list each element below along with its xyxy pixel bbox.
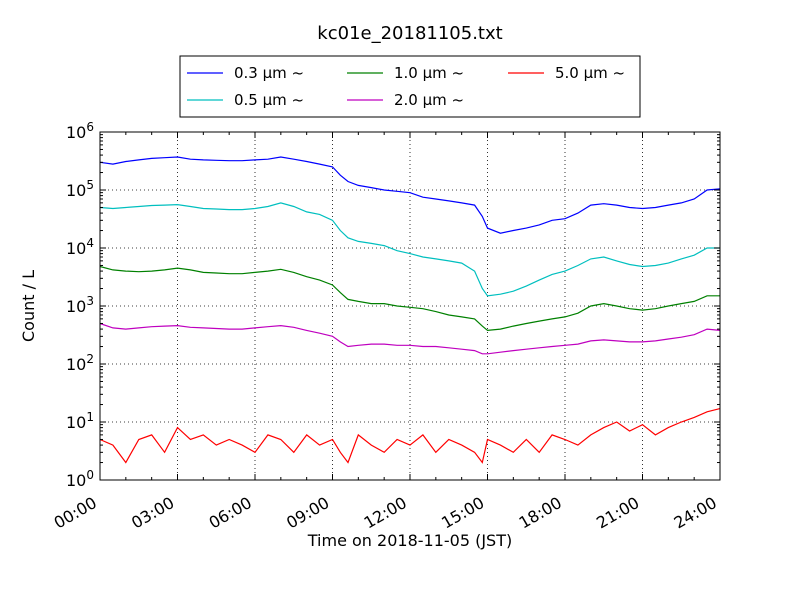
y-tick-label: 105 [66,178,94,200]
series-line-3 [99,322,721,355]
y-tick-label: 103 [66,294,94,316]
y-tick-label: 102 [66,352,94,374]
y-tick-label: 106 [66,120,94,142]
legend-label-1: 0.5 μm ~ [234,91,304,109]
y-axis-label: Count / L [19,270,38,342]
series-line-1 [99,202,720,297]
chart-title: kc01e_20181105.txt [317,23,502,44]
series-lines [99,156,721,464]
series-line-0 [99,156,721,234]
x-axis-label: Time on 2018-11-05 (JST) [307,531,512,550]
series-line-4 [99,408,721,464]
y-tick-labels: 100 101 102 103 104 105 106 [66,120,94,490]
legend-label-3: 2.0 μm ~ [394,91,464,109]
legend-frame [179,55,641,118]
legend-label-4: 5.0 μm ~ [555,64,625,82]
legend-label-0: 0.3 μm ~ [234,64,304,82]
y-tick-label: 101 [66,410,94,432]
axis-ticks [99,131,721,481]
legend: 0.3 μm ~ 0.5 μm ~ 1.0 μm ~ 2.0 μm ~ 5.0 μm ~ [179,55,641,118]
legend-label-2: 1.0 μm ~ [394,64,464,82]
y-tick-label: 100 [66,468,94,490]
y-tick-label: 104 [66,236,94,258]
series-line-2 [99,265,720,332]
